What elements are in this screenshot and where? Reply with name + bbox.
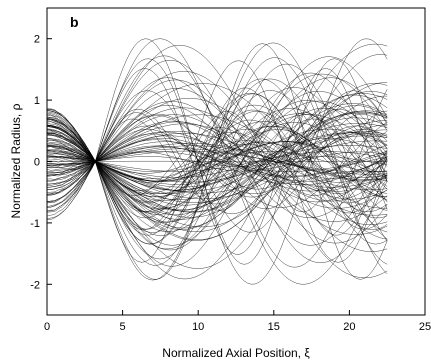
trajectory-line-100 — [47, 146, 388, 177]
trajectory-line-101 — [47, 120, 388, 203]
trajectory-line-118 — [46, 107, 388, 216]
y-tick-label-2: 0 — [34, 157, 40, 169]
trajectory-line-82 — [46, 73, 388, 250]
trajectory-line-112 — [46, 140, 388, 183]
trajectory-line-95 — [46, 83, 388, 240]
y-tick-label-4: 2 — [34, 34, 40, 46]
trajectory-line-21 — [46, 88, 388, 235]
trajectory-line-105 — [46, 123, 388, 200]
trajectory-line-30 — [46, 114, 388, 209]
trajectory-line-79 — [47, 121, 388, 202]
trajectory-line-91 — [46, 150, 388, 173]
trajectory-line-81 — [46, 129, 388, 194]
trajectory-line-103 — [46, 100, 388, 223]
trajectory-line-43 — [46, 87, 388, 236]
trajectory-line-56 — [46, 101, 388, 222]
trajectory-line-89 — [46, 57, 388, 266]
panel-label: b — [70, 14, 79, 30]
trajectory-line-18 — [46, 60, 388, 263]
x-axis-label: Normalized Axial Position, ξ — [162, 346, 310, 360]
y-tick-label-1: -1 — [30, 218, 40, 230]
x-tick-label-4: 20 — [343, 321, 355, 333]
trajectory-line-71 — [47, 43, 388, 280]
trajectory-line-109 — [46, 77, 388, 246]
y-tick-label-3: 1 — [34, 95, 40, 107]
x-tick-label-3: 15 — [268, 321, 280, 333]
trajectory-line-88 — [47, 125, 388, 198]
trajectory-line-93 — [46, 72, 388, 251]
trajectory-line-61 — [46, 38, 388, 285]
trajectory-line-92 — [46, 54, 388, 269]
trajectory-line-94 — [46, 112, 388, 211]
axis-ticks: 0 5 10 15 20 25 -2 -1 0 1 2 — [30, 34, 431, 333]
trajectory-line-119 — [46, 135, 388, 188]
trajectory-line-67 — [46, 128, 388, 195]
trajectory-line-108 — [46, 115, 388, 208]
trajectory-lines — [46, 38, 388, 285]
trajectory-line-115 — [46, 132, 388, 191]
x-tick-label-1: 5 — [120, 321, 126, 333]
trajectory-line-116 — [46, 125, 388, 198]
trajectory-line-76 — [46, 55, 388, 268]
trajectory-line-106 — [46, 160, 388, 163]
trajectory-line-102 — [46, 140, 388, 183]
trajectory-line-55 — [46, 42, 388, 281]
trajectory-line-110 — [46, 132, 388, 182]
x-tick-label-0: 0 — [44, 321, 50, 333]
x-tick-label-2: 10 — [192, 321, 204, 333]
trajectory-line-111 — [46, 151, 388, 172]
trajectory-line-117 — [46, 90, 388, 233]
trajectory-line-80 — [46, 71, 388, 252]
y-axis-label: Normalized Radius, ρ — [9, 103, 23, 218]
trajectory-line-104 — [46, 117, 388, 206]
trajectory-line-87 — [46, 78, 388, 245]
x-tick-label-5: 25 — [419, 321, 431, 333]
trajectory-line-86 — [46, 92, 388, 231]
y-tick-label-0: -2 — [30, 279, 40, 291]
trajectory-line-90 — [46, 110, 388, 213]
trajectory-line-74 — [46, 114, 388, 209]
